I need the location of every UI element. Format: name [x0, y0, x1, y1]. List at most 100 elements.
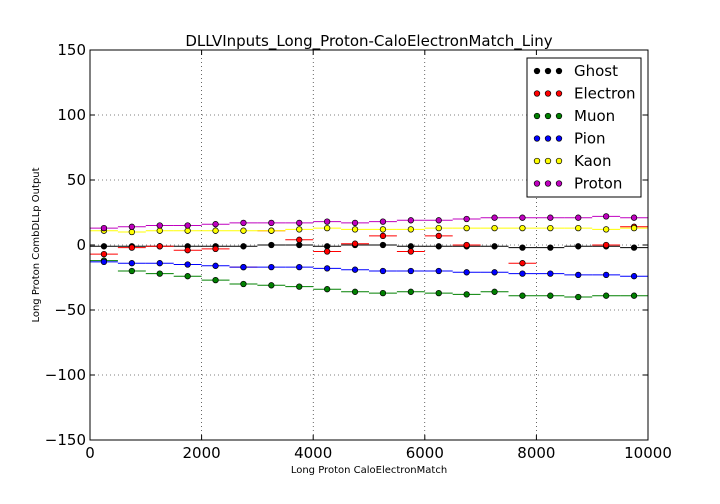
data-point	[296, 263, 303, 271]
x-axis-label: Long Proton CaloElectronMatch	[291, 465, 447, 476]
y-tick-label: 50	[67, 171, 86, 189]
y-tick-label: 0	[76, 236, 86, 254]
data-point	[240, 263, 247, 271]
data-point	[184, 222, 191, 229]
data-point	[603, 226, 610, 233]
y-axis-label: Long Proton CombDLLp Output	[31, 167, 42, 322]
legend-label: Muon	[574, 107, 615, 125]
data-point	[351, 266, 359, 273]
data-point	[519, 224, 526, 232]
data-point	[296, 241, 303, 249]
data-point	[379, 218, 387, 225]
data-point	[324, 224, 331, 232]
axis-ticks: 0 2000 4000 6000 8000 10000 −150 −100 −50 0 50 100 1…	[45, 41, 672, 462]
data-point	[156, 270, 163, 277]
data-point	[435, 289, 442, 297]
legend-marker	[544, 157, 552, 165]
y-tick-label: −150	[45, 431, 86, 449]
legend-marker	[555, 157, 563, 165]
legend-marker	[544, 112, 552, 120]
legend-marker	[544, 180, 552, 187]
data-point	[212, 221, 219, 228]
data-point	[630, 214, 638, 221]
data-point	[407, 217, 415, 224]
data-point	[491, 214, 498, 221]
data-point	[435, 243, 442, 250]
data-point	[212, 245, 219, 253]
data-point	[212, 227, 219, 234]
data-point	[268, 241, 275, 249]
data-point	[630, 244, 638, 251]
data-point	[519, 292, 526, 299]
data-point	[547, 214, 554, 221]
data-point	[519, 214, 526, 221]
data-point	[463, 241, 470, 249]
data-point	[407, 267, 415, 275]
data-point	[156, 243, 163, 250]
data-point	[184, 261, 191, 268]
data-point	[463, 224, 470, 232]
x-tick-label: 0	[85, 444, 95, 462]
legend-label: Electron	[574, 85, 636, 103]
series-proton	[90, 213, 648, 232]
x-tick-label: 4000	[294, 444, 332, 462]
series-pion	[90, 258, 648, 280]
data-point	[630, 292, 638, 299]
legend-marker	[533, 112, 541, 120]
legend-label: Pion	[574, 130, 606, 148]
data-point	[100, 250, 108, 258]
y-tick-label: −100	[45, 366, 86, 384]
y-tick-label: 100	[57, 106, 86, 124]
data-point	[379, 226, 387, 233]
data-point	[435, 267, 442, 275]
data-point	[407, 288, 415, 295]
data-point	[100, 258, 108, 266]
y-tick-label: 150	[57, 41, 86, 59]
data-point	[407, 226, 415, 233]
x-tick-label: 2000	[183, 444, 221, 462]
data-point	[491, 224, 498, 232]
data-point	[351, 219, 359, 227]
data-point	[268, 282, 275, 289]
data-point	[491, 243, 498, 250]
data-point	[575, 214, 582, 221]
data-point	[128, 267, 136, 275]
data-point	[519, 270, 526, 277]
data-point	[463, 269, 470, 276]
data-point	[519, 260, 526, 267]
data-point	[547, 270, 554, 277]
legend-marker	[533, 67, 541, 75]
plot-series	[90, 213, 648, 301]
data-point	[575, 293, 582, 301]
data-point	[435, 224, 442, 232]
data-point	[212, 262, 219, 269]
data-point	[184, 273, 191, 280]
data-point	[184, 227, 191, 234]
data-point	[603, 213, 610, 220]
legend-marker	[555, 112, 563, 120]
data-point	[156, 222, 163, 229]
data-point	[100, 243, 108, 250]
legend-marker	[533, 135, 541, 142]
y-tick-label: −50	[54, 301, 86, 319]
data-point	[379, 241, 387, 249]
data-point	[547, 224, 554, 232]
data-point	[128, 228, 136, 236]
data-point	[630, 273, 638, 280]
data-point	[407, 248, 415, 255]
data-point	[324, 218, 331, 225]
data-point	[407, 243, 415, 250]
data-point	[268, 219, 275, 227]
data-point	[603, 292, 610, 299]
data-point	[603, 241, 610, 249]
data-point	[296, 236, 303, 243]
series-muon	[90, 257, 648, 301]
legend-marker	[533, 90, 541, 97]
x-tick-label: 6000	[406, 444, 444, 462]
data-point	[240, 243, 247, 250]
data-point	[184, 247, 191, 254]
series-kaon	[90, 224, 648, 236]
legend-marker	[555, 180, 563, 187]
data-point	[575, 224, 582, 232]
